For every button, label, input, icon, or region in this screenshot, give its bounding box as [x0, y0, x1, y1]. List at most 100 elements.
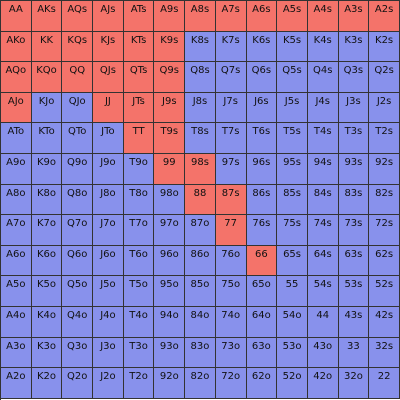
hand-cell-offsuit[interactable]: 75o	[215, 276, 247, 307]
hand-cell-suited[interactable]: K4s	[307, 31, 339, 63]
hand-cell-suited[interactable]: ATs	[123, 1, 155, 32]
hand-cell-suited[interactable]: 84s	[307, 184, 339, 216]
hand-cell-offsuit[interactable]: K8o	[31, 184, 63, 216]
hand-cell-suited[interactable]: 74s	[307, 215, 339, 246]
hand-cell-offsuit[interactable]: JTo	[93, 123, 124, 154]
hand-cell-offsuit[interactable]: 93o	[154, 337, 186, 369]
hand-cell-suited[interactable]: 92s	[369, 153, 400, 185]
hand-cell-pair[interactable]: TT	[123, 123, 155, 154]
hand-cell-offsuit[interactable]: 54o	[277, 306, 308, 338]
hand-cell-offsuit[interactable]: Q4o	[62, 306, 94, 338]
hand-cell-pair[interactable]: KK	[31, 31, 63, 63]
hand-cell-pair[interactable]: 44	[307, 306, 339, 338]
hand-cell-suited[interactable]: T9s	[154, 123, 186, 154]
hand-cell-offsuit[interactable]: T5o	[123, 276, 155, 307]
hand-cell-offsuit[interactable]: 84o	[185, 306, 216, 338]
hand-cell-suited[interactable]: K3s	[338, 31, 370, 63]
hand-cell-suited[interactable]: 76s	[246, 215, 278, 246]
hand-cell-suited[interactable]: T6s	[246, 123, 278, 154]
hand-cell-pair[interactable]: 66	[246, 245, 278, 277]
hand-cell-offsuit[interactable]: ATo	[1, 123, 32, 154]
hand-cell-offsuit[interactable]: 97o	[154, 215, 186, 246]
hand-cell-offsuit[interactable]: 96o	[154, 245, 186, 277]
hand-cell-offsuit[interactable]: 87o	[185, 215, 216, 246]
hand-cell-offsuit[interactable]: A5o	[1, 276, 32, 307]
hand-cell-offsuit[interactable]: T9o	[123, 153, 155, 185]
hand-cell-offsuit[interactable]: T8o	[123, 184, 155, 216]
hand-cell-suited[interactable]: Q3s	[338, 62, 370, 93]
hand-cell-suited[interactable]: QTs	[123, 62, 155, 93]
hand-cell-offsuit[interactable]: J9o	[93, 153, 124, 185]
hand-cell-suited[interactable]: 54s	[307, 276, 339, 307]
hand-cell-suited[interactable]: 85s	[277, 184, 308, 216]
hand-cell-suited[interactable]: A4s	[307, 1, 339, 32]
hand-cell-suited[interactable]: 97s	[215, 153, 247, 185]
hand-cell-suited[interactable]: A3s	[338, 1, 370, 32]
hand-cell-offsuit[interactable]: A3o	[1, 337, 32, 369]
hand-cell-offsuit[interactable]: K2o	[31, 368, 63, 399]
hand-cell-suited[interactable]: 64s	[307, 245, 339, 277]
hand-cell-suited[interactable]: 32s	[369, 337, 400, 369]
hand-cell-offsuit[interactable]: Q6o	[62, 245, 94, 277]
hand-cell-offsuit[interactable]: J4o	[93, 306, 124, 338]
hand-cell-suited[interactable]: J5s	[277, 92, 308, 124]
hand-cell-suited[interactable]: 42s	[369, 306, 400, 338]
hand-cell-suited[interactable]: AJs	[93, 1, 124, 32]
hand-cell-pair[interactable]: AA	[1, 1, 32, 32]
hand-cell-pair[interactable]: 33	[338, 337, 370, 369]
hand-cell-offsuit[interactable]: 62o	[246, 368, 278, 399]
hand-cell-offsuit[interactable]: 86o	[185, 245, 216, 277]
hand-cell-offsuit[interactable]: Q5o	[62, 276, 94, 307]
hand-cell-offsuit[interactable]: K3o	[31, 337, 63, 369]
hand-cell-suited[interactable]: 72s	[369, 215, 400, 246]
hand-cell-offsuit[interactable]: T2o	[123, 368, 155, 399]
hand-cell-offsuit[interactable]: 98o	[154, 184, 186, 216]
hand-cell-offsuit[interactable]: K4o	[31, 306, 63, 338]
hand-cell-suited[interactable]: 83s	[338, 184, 370, 216]
hand-cell-suited[interactable]: 73s	[338, 215, 370, 246]
hand-cell-suited[interactable]: A8s	[185, 1, 216, 32]
hand-cell-suited[interactable]: 82s	[369, 184, 400, 216]
hand-cell-suited[interactable]: T4s	[307, 123, 339, 154]
hand-cell-offsuit[interactable]: 94o	[154, 306, 186, 338]
hand-cell-suited[interactable]: Q7s	[215, 62, 247, 93]
hand-cell-offsuit[interactable]: QTo	[62, 123, 94, 154]
hand-cell-suited[interactable]: T7s	[215, 123, 247, 154]
hand-cell-pair[interactable]: 22	[369, 368, 400, 399]
hand-cell-suited[interactable]: Q5s	[277, 62, 308, 93]
hand-cell-offsuit[interactable]: J6o	[93, 245, 124, 277]
hand-cell-suited[interactable]: Q9s	[154, 62, 186, 93]
hand-cell-offsuit[interactable]: A6o	[1, 245, 32, 277]
hand-cell-offsuit[interactable]: J7o	[93, 215, 124, 246]
hand-cell-suited[interactable]: K2s	[369, 31, 400, 63]
hand-cell-suited[interactable]: K6s	[246, 31, 278, 63]
hand-cell-offsuit[interactable]: A7o	[1, 215, 32, 246]
hand-cell-suited[interactable]: T2s	[369, 123, 400, 154]
hand-cell-suited[interactable]: J7s	[215, 92, 247, 124]
hand-cell-pair[interactable]: 55	[277, 276, 308, 307]
hand-cell-offsuit[interactable]: AQo	[1, 62, 32, 93]
hand-cell-suited[interactable]: T5s	[277, 123, 308, 154]
hand-cell-suited[interactable]: KQs	[62, 31, 94, 63]
hand-cell-pair[interactable]: 88	[185, 184, 216, 216]
hand-cell-suited[interactable]: J8s	[185, 92, 216, 124]
hand-cell-suited[interactable]: K7s	[215, 31, 247, 63]
hand-cell-suited[interactable]: Q2s	[369, 62, 400, 93]
hand-cell-offsuit[interactable]: K5o	[31, 276, 63, 307]
hand-cell-suited[interactable]: 87s	[215, 184, 247, 216]
hand-cell-offsuit[interactable]: T4o	[123, 306, 155, 338]
hand-cell-offsuit[interactable]: AKo	[1, 31, 32, 63]
hand-cell-suited[interactable]: J6s	[246, 92, 278, 124]
hand-cell-offsuit[interactable]: K9o	[31, 153, 63, 185]
hand-cell-suited[interactable]: 75s	[277, 215, 308, 246]
hand-cell-suited[interactable]: J3s	[338, 92, 370, 124]
hand-cell-offsuit[interactable]: Q3o	[62, 337, 94, 369]
hand-cell-pair[interactable]: QQ	[62, 62, 94, 93]
hand-cell-offsuit[interactable]: 74o	[215, 306, 247, 338]
hand-cell-offsuit[interactable]: J5o	[93, 276, 124, 307]
hand-cell-offsuit[interactable]: Q8o	[62, 184, 94, 216]
hand-cell-suited[interactable]: 63s	[338, 245, 370, 277]
hand-cell-suited[interactable]: A2s	[369, 1, 400, 32]
hand-cell-suited[interactable]: A5s	[277, 1, 308, 32]
hand-cell-offsuit[interactable]: 65o	[246, 276, 278, 307]
